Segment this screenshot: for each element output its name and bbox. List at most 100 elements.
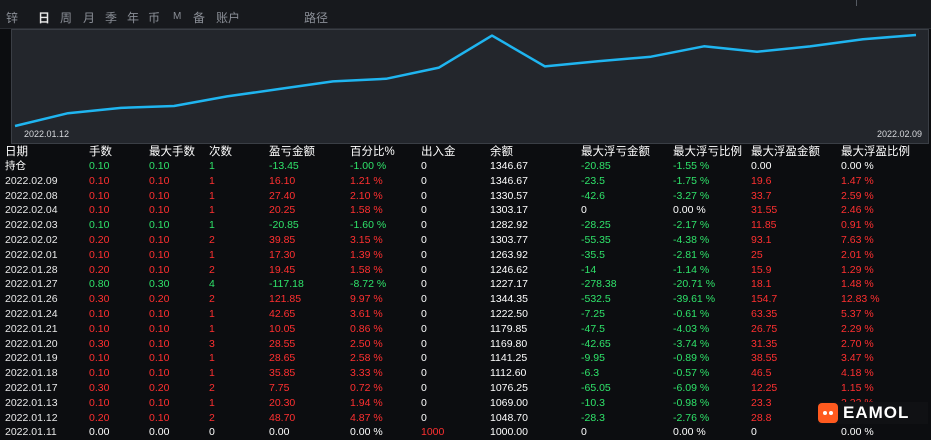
cell-percent: 3.33 % (350, 367, 383, 380)
cell-profit: 39.85 (269, 233, 296, 246)
cell-profit: -13.45 (269, 160, 299, 172)
table-row[interactable]: 2022.01.18 0.10 0.10 1 35.85 3.33 % 0 1112.60 -6… (0, 366, 931, 381)
cell-date: 2022.01.20 (5, 337, 58, 350)
cell-max-float-loss-pct: -1.75 % (673, 174, 710, 187)
table-row[interactable]: 2022.01.13 0.10 0.10 1 20.30 1.94 % 0 1069.00 -1… (0, 396, 931, 411)
cell-balance: 1344.35 (490, 293, 528, 306)
header-max-float-profit: 最大浮盈金额 (751, 146, 820, 158)
cell-percent: -1.00 % (350, 160, 387, 172)
cell-count: 1 (209, 189, 215, 202)
table-row[interactable]: 2022.01.26 0.30 0.20 2 121.85 9.97 % 0 1344.35 -… (0, 292, 931, 307)
tab-month[interactable]: 月 (83, 11, 96, 25)
cell-count: 2 (209, 263, 215, 276)
tab-path[interactable]: 路径 (304, 11, 329, 25)
cell-max-lots: 0.10 (149, 204, 170, 217)
cell-percent: -1.60 % (350, 219, 387, 232)
cell-profit: -117.18 (269, 278, 304, 291)
cell-deposit: 0 (421, 322, 427, 335)
cell-count: 3 (209, 337, 215, 350)
cell-max-lots: 0.20 (149, 381, 170, 394)
cell-max-float-profit: 38.55 (751, 352, 778, 365)
cell-profit: 28.55 (269, 337, 296, 350)
tab-m[interactable]: M (173, 11, 182, 22)
table-row[interactable]: 2022.02.01 0.10 0.10 1 17.30 1.39 % 0 1263.92 -3… (0, 248, 931, 263)
table-row[interactable]: 2022.02.04 0.10 0.10 1 20.25 1.58 % 0 1303.17 0 0… (0, 203, 931, 218)
cell-balance: 1346.67 (490, 160, 528, 172)
cell-percent: 0.72 % (350, 381, 383, 394)
table-row[interactable]: 2022.01.28 0.20 0.10 2 19.45 1.58 % 0 1246.62 -1… (0, 263, 931, 278)
cell-date: 2022.02.09 (5, 174, 58, 187)
tab-week[interactable]: 周 (60, 11, 73, 25)
cell-max-lots: 0.10 (149, 219, 170, 232)
cell-balance: 1263.92 (490, 248, 528, 261)
cell-deposit: 0 (421, 219, 427, 232)
x-axis-end-label: 2022.02.09 (876, 129, 922, 139)
cell-profit: 20.25 (269, 204, 296, 217)
cell-profit: 48.70 (269, 411, 296, 424)
table-row[interactable]: 2022.01.19 0.10 0.10 1 28.65 2.58 % 0 1141.25 -9… (0, 351, 931, 366)
cell-count: 2 (209, 381, 215, 394)
logo-text: EAMOL (843, 403, 910, 422)
cell-balance: 1303.77 (490, 233, 528, 246)
cell-max-float-profit: 63.35 (751, 307, 778, 320)
cell-percent: 4.87 % (350, 411, 383, 424)
cell-max-float-loss: -23.5 (581, 174, 605, 187)
cell-balance: 1246.62 (490, 263, 528, 276)
cell-deposit: 0 (421, 411, 427, 424)
tab-day[interactable]: 日 (38, 11, 51, 25)
cell-max-lots: 0.10 (149, 337, 170, 350)
tab-account[interactable]: 账户 (216, 11, 241, 25)
table-row[interactable]: 2022.01.20 0.30 0.10 3 28.55 2.50 % 0 1169.80 -4… (0, 337, 931, 352)
table-row[interactable]: 2022.01.12 0.20 0.10 2 48.70 4.87 % 0 1048.70 -2… (0, 411, 931, 426)
tab-backup[interactable]: 备 (193, 11, 206, 25)
cell-percent: -8.72 % (350, 278, 387, 291)
cell-deposit: 0 (421, 174, 427, 187)
cell-max-float-loss-pct: -2.76 % (673, 411, 710, 424)
cell-max-float-profit-pct: 2.70 % (841, 337, 874, 350)
cell-max-float-profit-pct: 1.29 % (841, 263, 874, 276)
cell-profit: 42.65 (269, 307, 296, 320)
cell-balance: 1282.92 (490, 219, 528, 232)
table-row[interactable]: 2022.01.24 0.10 0.10 1 42.65 3.61 % 0 1222.50 -7… (0, 307, 931, 322)
cell-max-float-profit: 26.75 (751, 322, 778, 335)
table-row[interactable]: 2022.02.08 0.10 0.10 1 27.40 2.10 % 0 1330.57 -4… (0, 189, 931, 204)
cell-max-float-loss: -65.05 (581, 381, 611, 394)
cell-count: 2 (209, 411, 215, 424)
table-row[interactable]: 2022.01.21 0.10 0.10 1 10.05 0.86 % 0 1179.85 -4… (0, 322, 931, 337)
table-row[interactable]: 2022.01.27 0.80 0.30 4 -117.18 -8.72 % 0 1227.1… (0, 277, 931, 292)
table-row[interactable]: 2022.02.09 0.10 0.10 1 16.10 1.21 % 0 1346.67 -2… (0, 174, 931, 189)
cell-percent: 2.10 % (350, 189, 383, 202)
cell-count: 2 (209, 293, 215, 306)
toolbar-separator (856, 0, 857, 6)
header-deposit: 出入金 (421, 146, 456, 158)
tab-xin[interactable]: 锌 (6, 11, 19, 25)
cell-max-float-loss: -20.85 (581, 160, 611, 172)
cell-deposit: 0 (421, 293, 427, 306)
cell-max-float-profit: 11.85 (751, 219, 777, 232)
cell-deposit: 0 (421, 160, 427, 172)
cell-lots: 0.80 (89, 278, 110, 291)
tab-currency[interactable]: 币 (148, 11, 161, 25)
cell-max-float-profit: 31.35 (751, 337, 778, 350)
cell-date: 持仓 (5, 160, 26, 172)
cell-max-float-profit: 33.7 (751, 189, 772, 202)
cell-lots: 0.10 (89, 204, 110, 217)
cell-max-float-loss-pct: -0.61 % (673, 307, 710, 320)
cell-max-lots: 0.10 (149, 352, 170, 365)
tab-quarter[interactable]: 季 (105, 11, 118, 25)
table-row[interactable]: 2022.02.02 0.20 0.10 2 39.85 3.15 % 0 1303.77 -5… (0, 233, 931, 248)
cell-count: 1 (209, 248, 215, 261)
cell-lots: 0.10 (89, 307, 110, 320)
table-row[interactable]: 2022.02.03 0.10 0.10 1 -20.85 -1.60 % 0 1282.92… (0, 218, 931, 233)
cell-max-float-profit: 23.3 (751, 396, 772, 409)
header-max-float-loss-pct: 最大浮亏比例 (673, 146, 742, 158)
cell-max-float-profit: 25 (751, 248, 763, 261)
cell-max-lots: 0.10 (149, 160, 170, 172)
table-row[interactable]: 持仓 0.10 0.10 1 -13.45 -1.00 % 0 1346.67 -20.85 -1… (0, 159, 931, 174)
cell-count: 1 (209, 160, 215, 172)
tab-year[interactable]: 年 (127, 11, 140, 25)
cell-max-float-loss: -532.5 (581, 293, 611, 306)
header-max-float-profit-pct: 最大浮盈比例 (841, 146, 910, 158)
cell-count: 1 (209, 322, 215, 335)
table-row[interactable]: 2022.01.17 0.30 0.20 2 7.75 0.72 % 0 1076.25 -65… (0, 381, 931, 396)
